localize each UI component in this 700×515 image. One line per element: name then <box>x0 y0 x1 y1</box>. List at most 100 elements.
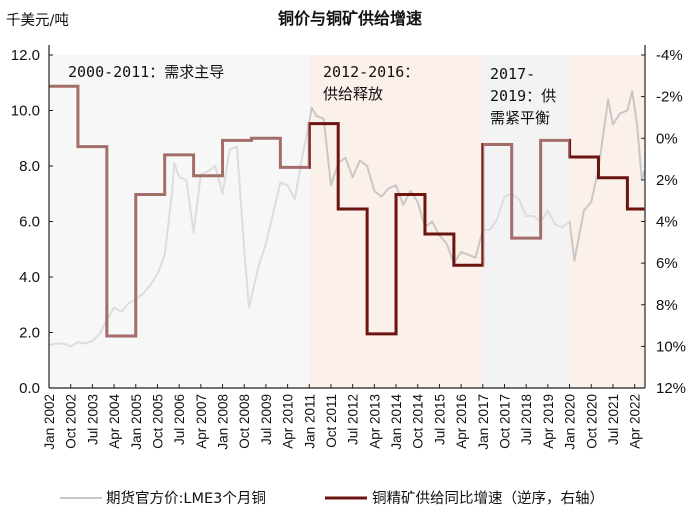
price-point <box>163 254 166 256</box>
x-tick-label: Apr 2016 <box>454 394 469 449</box>
x-tick-label: Jul 2003 <box>85 394 100 445</box>
price-point <box>532 215 535 217</box>
x-tick-label: Jul 2006 <box>172 394 187 445</box>
price-point <box>265 242 267 245</box>
left-tick-label: 4.0 <box>19 269 40 286</box>
price-point <box>561 226 564 228</box>
price-point <box>631 90 634 92</box>
price-point <box>416 201 419 203</box>
x-tick-label: Apr 2019 <box>541 394 556 449</box>
price-point <box>62 342 65 345</box>
legend-label-price: 期货官方价:LME3个月铜 <box>106 490 266 507</box>
price-point <box>359 159 361 162</box>
left-tick-label: 10.0 <box>11 103 40 120</box>
left-tick-label: 8.0 <box>19 158 40 175</box>
x-tick-label: Jul 2015 <box>432 394 447 445</box>
supply-step-line <box>49 84 645 338</box>
left-tick-label: 6.0 <box>19 214 40 231</box>
region-annotation-2: 需紧平衡 <box>490 109 550 127</box>
price-point <box>373 190 376 192</box>
right-tick-label: 4% <box>656 214 678 231</box>
price-point <box>243 248 246 251</box>
right-tick-label: 2% <box>656 172 678 189</box>
price-point <box>84 342 86 345</box>
price-point <box>77 341 79 344</box>
region-2 <box>482 55 570 388</box>
x-tick-label: Oct 2020 <box>584 394 599 449</box>
price-point <box>568 220 571 223</box>
x-tick-label: Oct 2008 <box>237 394 252 449</box>
price-point <box>173 162 176 165</box>
x-tick-label: Jul 2012 <box>346 394 361 445</box>
x-tick-label: Apr 2013 <box>367 394 382 449</box>
price-point <box>156 273 159 276</box>
region-veil-2 <box>482 55 570 388</box>
x-tick-label: Jan 2005 <box>129 394 144 450</box>
region-annotation-1: 供给释放 <box>323 85 383 103</box>
price-point <box>467 254 470 256</box>
price-point <box>351 176 354 178</box>
region-veil <box>49 55 570 388</box>
price-point <box>98 333 101 335</box>
x-tick-label: Apr 2010 <box>281 394 296 449</box>
price-point <box>192 231 195 234</box>
price-point <box>583 209 585 212</box>
x-tick-label: Jul 2009 <box>259 394 274 445</box>
price-point <box>315 115 318 117</box>
price-point <box>460 251 462 253</box>
x-tick-label: Jan 2017 <box>476 394 491 450</box>
price-point <box>171 192 173 195</box>
price-point <box>431 220 433 223</box>
price-point <box>221 192 224 195</box>
price-point <box>257 265 260 267</box>
price-point <box>330 184 332 187</box>
region-annotations: 2000-2011：需求主导 2012-2016： 供给释放 2017- 2019：供需… <box>68 63 556 127</box>
price-point <box>149 284 152 287</box>
left-tick-label: 2.0 <box>19 325 40 342</box>
region-annotation-2: 2017- <box>490 65 535 83</box>
axes: 0.0 2.0 4.0 6.0 8.0 10.0 12.0 -4% -2% 0% 2% 4% 6% 8% 1… <box>11 45 686 450</box>
price-point <box>626 109 629 112</box>
price-point <box>294 198 296 201</box>
price-point <box>301 156 303 159</box>
price-point <box>496 217 499 220</box>
price-point <box>142 292 144 295</box>
x-tick-label: Apr 2007 <box>194 394 209 449</box>
price-point <box>612 123 614 126</box>
price-point <box>619 112 621 115</box>
price-point <box>474 256 477 259</box>
price-point <box>445 242 448 245</box>
x-tick-label: Jan 2008 <box>216 394 231 450</box>
price-point <box>308 120 311 123</box>
price-point <box>518 198 520 201</box>
price-point <box>55 342 58 345</box>
price-point <box>547 209 549 212</box>
price-point <box>636 123 638 126</box>
price-point <box>310 106 313 109</box>
supply-series-layer <box>49 84 645 338</box>
price-point <box>248 306 250 309</box>
chart-title: 铜价与铜矿供给增速 <box>278 9 422 28</box>
price-point <box>113 306 115 309</box>
region-annotation-0: 2000-2011：需求主导 <box>68 63 224 81</box>
right-tick-label: 6% <box>656 255 678 272</box>
price-point <box>503 195 506 198</box>
region-annotation-2: 2019：供 <box>490 87 556 105</box>
price-point <box>272 212 274 214</box>
price-point <box>573 259 576 262</box>
x-tick-label: Oct 2005 <box>150 394 165 449</box>
right-tick-label: -4% <box>656 47 683 64</box>
price-point <box>380 195 383 198</box>
price-point <box>344 156 347 159</box>
price-point <box>127 302 130 305</box>
price-point <box>590 201 593 203</box>
x-tick-label: Jul 2021 <box>606 394 621 445</box>
price-point <box>402 204 405 206</box>
price-point <box>366 165 368 167</box>
price-point <box>554 223 556 226</box>
x-tick-label: Jul 2018 <box>519 394 534 445</box>
price-point <box>607 98 609 101</box>
price-point <box>286 184 289 187</box>
region-veil-0 <box>49 55 310 388</box>
